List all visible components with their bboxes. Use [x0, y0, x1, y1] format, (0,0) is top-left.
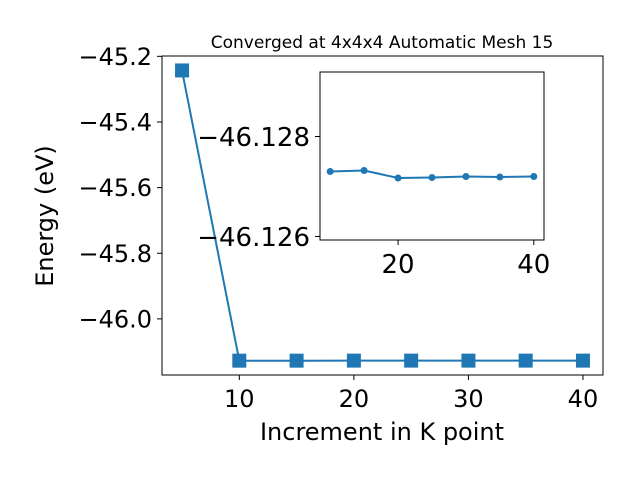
data-point [530, 173, 538, 180]
y-tick-label: −45.4 [78, 109, 152, 137]
main-plot-frame [161, 55, 604, 376]
data-point [496, 173, 504, 181]
data-point [346, 353, 361, 368]
main-plot: Converged at 4x4x4 Automatic Mesh 15 Inc… [31, 33, 604, 446]
data-point [360, 167, 368, 174]
inset-background [320, 72, 544, 240]
x-tick-label: 40 [517, 250, 550, 280]
data-point [428, 174, 436, 181]
x-tick-label: 10 [224, 385, 255, 413]
y-tick-label: −45.2 [78, 43, 152, 71]
x-tick-label: 40 [568, 385, 599, 413]
inset-ticks: 20 40 −46.128 −46.126 [197, 123, 550, 280]
y-tick-label: −45.6 [78, 174, 152, 202]
y-tick-label: −46.0 [78, 306, 152, 334]
x-tick-label: 20 [382, 250, 415, 280]
y-axis-label: Energy (eV) [31, 145, 59, 287]
y-tick-label: −46.128 [197, 123, 310, 153]
y-tick-label: −45.8 [78, 240, 152, 268]
data-point [575, 353, 590, 368]
inset-series [326, 167, 538, 182]
data-point [518, 353, 533, 368]
data-point [404, 353, 419, 368]
y-tick-label: −46.126 [197, 223, 310, 253]
inset-plot: 20 40 −46.128 −46.126 [197, 71, 550, 280]
data-point [326, 168, 334, 175]
data-point [175, 63, 190, 78]
data-point [462, 173, 470, 180]
data-point [289, 353, 304, 368]
data-point [461, 353, 476, 368]
x-tick-label: 30 [453, 385, 484, 413]
data-point [394, 174, 402, 182]
x-axis-label: Increment in K point [260, 418, 504, 446]
series-line [181, 70, 583, 362]
chart-title: Converged at 4x4x4 Automatic Mesh 15 [211, 33, 554, 53]
data-point [232, 353, 247, 368]
main-ticks: 10 20 30 40 −46.0 −45.8 −45.6 −45.4 −45.2 [78, 43, 598, 413]
x-tick-label: 20 [339, 385, 370, 413]
main-series [175, 63, 590, 368]
inset-frame [319, 71, 545, 241]
